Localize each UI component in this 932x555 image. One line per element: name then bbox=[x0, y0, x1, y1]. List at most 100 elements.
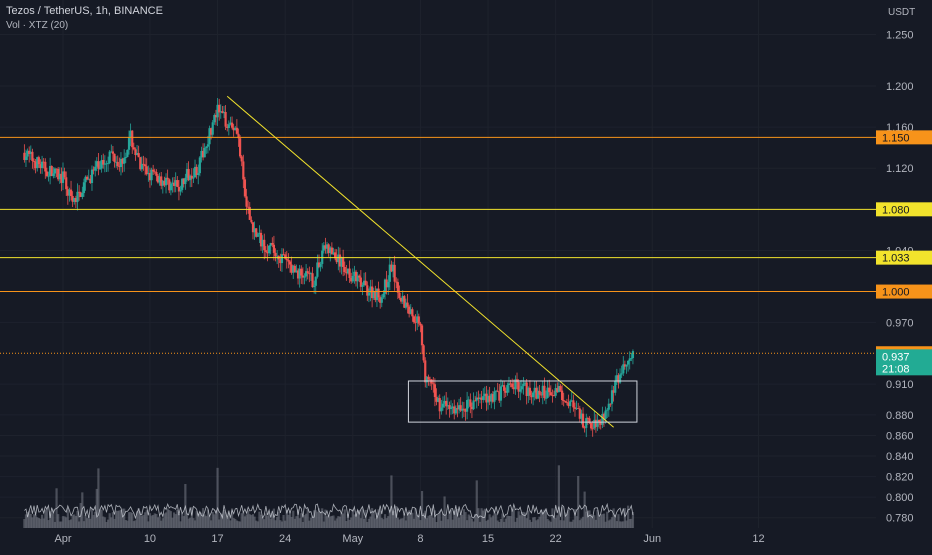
candle-body bbox=[478, 397, 482, 399]
volume-bar bbox=[47, 520, 50, 528]
volume-bar bbox=[459, 513, 462, 528]
candle-body bbox=[261, 239, 264, 247]
price-axis[interactable]: USDT1.2501.2001.1601.1201.0400.9700.9100… bbox=[876, 0, 932, 550]
volume-bar bbox=[28, 510, 31, 528]
candle-body bbox=[189, 175, 192, 181]
candle-body bbox=[28, 150, 31, 154]
volume-bar bbox=[126, 520, 129, 528]
candle-body bbox=[482, 396, 485, 400]
volume-bar bbox=[113, 518, 116, 528]
time-tick-label: 15 bbox=[482, 533, 494, 545]
volume-bar bbox=[279, 520, 282, 528]
volume-bar bbox=[346, 514, 350, 528]
volume-bar bbox=[424, 510, 427, 528]
volume-bar bbox=[266, 515, 269, 528]
volume-bar bbox=[477, 508, 480, 528]
volume-bar bbox=[448, 510, 451, 528]
candle-body bbox=[511, 383, 514, 388]
time-axis[interactable]: Apr 10 17 24 May 8 15 22 Jun 12 bbox=[0, 528, 876, 550]
volume-bar bbox=[631, 512, 635, 528]
volume-bar bbox=[549, 521, 552, 528]
volume-bar bbox=[31, 517, 34, 528]
volume-bar bbox=[240, 513, 243, 528]
candle-body bbox=[375, 288, 379, 301]
volume-bar bbox=[60, 521, 63, 528]
candle-body bbox=[627, 360, 630, 365]
volume-bar bbox=[177, 514, 181, 528]
volume-bar bbox=[572, 519, 575, 528]
candle-body bbox=[494, 390, 498, 392]
candle-body bbox=[145, 166, 148, 175]
candle-body bbox=[612, 390, 615, 393]
candle-body bbox=[614, 380, 617, 393]
candle-body bbox=[461, 408, 464, 411]
level-price-label: 1.150 bbox=[882, 132, 910, 144]
candle-body bbox=[214, 115, 218, 118]
candle-body bbox=[457, 405, 461, 410]
volume-bar bbox=[628, 519, 631, 528]
volume-bar bbox=[135, 511, 139, 528]
volume-bar bbox=[89, 518, 92, 528]
candle-body bbox=[628, 358, 631, 361]
volume-bar bbox=[464, 512, 467, 528]
candle-body bbox=[105, 163, 108, 165]
candle-body bbox=[160, 176, 163, 186]
candle-body bbox=[400, 298, 403, 302]
candle-body bbox=[58, 173, 61, 180]
volume-bar bbox=[475, 480, 478, 528]
volume-bar bbox=[271, 513, 274, 528]
candle-body bbox=[387, 281, 390, 288]
candle-body bbox=[601, 413, 604, 425]
volume-bar bbox=[115, 510, 118, 528]
candle-body bbox=[251, 222, 255, 233]
candle-body bbox=[427, 376, 430, 380]
volume-bar bbox=[433, 510, 437, 528]
volume-bar bbox=[298, 518, 301, 528]
time-tick-label: 8 bbox=[417, 533, 423, 545]
volume-bar bbox=[377, 509, 380, 528]
candle-body bbox=[348, 268, 351, 278]
candle-body bbox=[259, 232, 263, 247]
candle-body bbox=[424, 360, 427, 383]
volume-bar bbox=[599, 514, 602, 528]
volume-bar bbox=[161, 518, 164, 528]
volume-bar bbox=[620, 521, 623, 528]
volume-bar bbox=[427, 515, 430, 528]
candle-body bbox=[115, 161, 118, 163]
time-tick-label: 12 bbox=[752, 533, 764, 545]
candle-body bbox=[134, 149, 137, 156]
candle-body bbox=[379, 297, 382, 303]
volume-bar bbox=[420, 491, 424, 528]
candle-body bbox=[282, 254, 285, 256]
candle-body bbox=[359, 277, 362, 287]
candle-body bbox=[520, 386, 523, 390]
volume-bar bbox=[198, 512, 201, 528]
volume-bar bbox=[367, 518, 370, 528]
candle-body bbox=[94, 166, 97, 171]
candle-body bbox=[572, 400, 575, 408]
candle-body bbox=[76, 191, 79, 203]
volume-bar bbox=[406, 511, 409, 528]
volume-bar bbox=[237, 521, 240, 528]
volume-bar bbox=[391, 513, 395, 528]
candle-body bbox=[557, 386, 560, 392]
volume-bar bbox=[440, 520, 443, 528]
candle-body bbox=[330, 247, 333, 255]
volume-bar bbox=[189, 517, 192, 528]
candle-body bbox=[369, 286, 372, 293]
candle-body bbox=[562, 399, 565, 401]
candle-body bbox=[491, 394, 494, 402]
candle-body bbox=[446, 405, 449, 407]
volume-bar bbox=[535, 520, 538, 528]
volume-bar bbox=[234, 518, 237, 528]
candle-body bbox=[144, 164, 147, 167]
volume-bar bbox=[166, 508, 169, 528]
drawings[interactable] bbox=[226, 95, 638, 428]
candle-body bbox=[335, 258, 338, 263]
candle-body bbox=[258, 232, 261, 235]
candle-body bbox=[60, 173, 63, 183]
candle-body bbox=[449, 408, 453, 410]
volume-bar bbox=[303, 515, 306, 528]
